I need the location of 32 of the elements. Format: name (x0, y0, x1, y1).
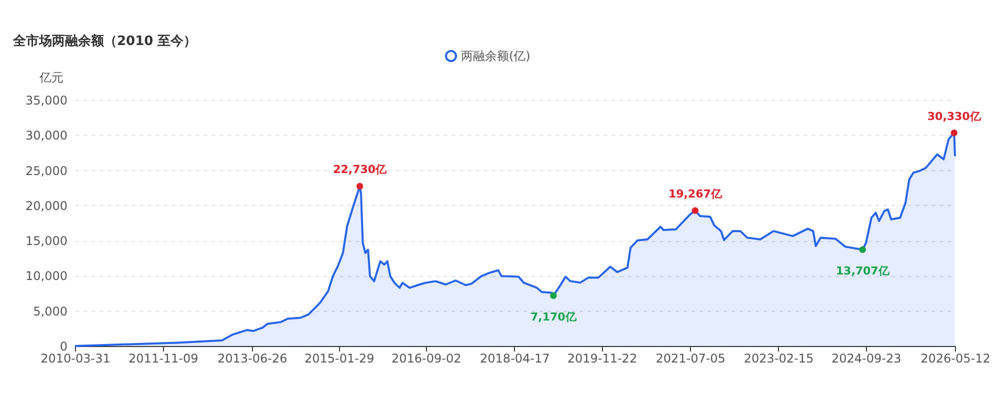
y-tick-label: 0 (60, 340, 68, 354)
x-tick-label: 2024-09-23 (832, 352, 902, 366)
chart-title: 全市场两融余额（2010 至今） (12, 33, 197, 49)
point (950, 129, 958, 136)
x-tick-label: 2021-07-05 (656, 352, 726, 366)
point (550, 292, 557, 299)
y-tick-label: 20,000 (26, 198, 68, 213)
x-tick-label: 2023-02-15 (744, 352, 814, 366)
y-tick-label: 15,000 (26, 234, 68, 248)
point (356, 182, 364, 190)
y-tick-label: 30,000 (26, 128, 68, 143)
x-tick-label: 2015-01-29 (304, 352, 374, 366)
x-tick-label: 2011-11-09 (128, 352, 198, 366)
x-tick-label: 2016-09-02 (392, 352, 462, 366)
annotation: 13,707亿 (836, 264, 890, 278)
y-axis-title: 亿元 (38, 70, 64, 84)
x-tick-label: 2018-04-17 (480, 352, 550, 366)
point (859, 246, 866, 254)
x-tick-label: 2019-11-22 (567, 352, 638, 366)
legend-label: 两融余额(亿) (461, 49, 530, 63)
annotation: 30,330亿 (927, 110, 982, 123)
annotation: 22,730亿 (333, 163, 388, 176)
point (692, 207, 699, 214)
y-tick-label: 10,000 (26, 269, 68, 284)
x-tick-label: 2013-06-26 (217, 352, 288, 366)
y-tick-label: 25,000 (26, 164, 68, 178)
annotation: 19,267亿 (668, 188, 723, 201)
y-tick-label: 35,000 (26, 94, 68, 108)
x-tick-label: 2010-03-31 (40, 352, 110, 366)
annotation: 7,170亿 (530, 310, 578, 324)
x-tick-label: 2026-05-12 (920, 352, 990, 366)
y-tick-label: 5,000 (33, 304, 68, 318)
